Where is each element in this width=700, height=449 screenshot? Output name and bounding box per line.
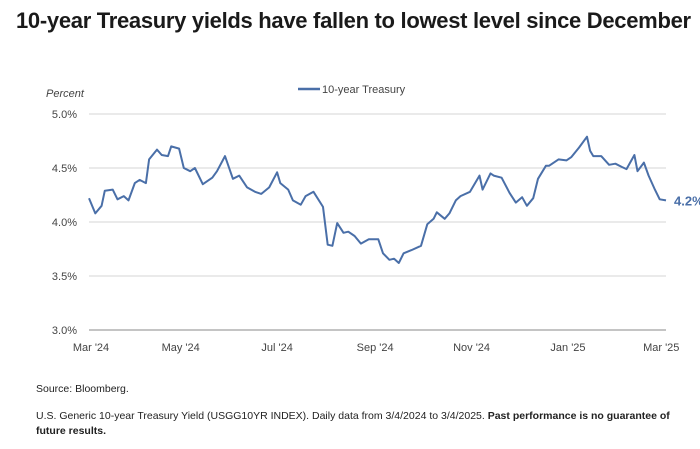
x-tick-label: Mar '25: [643, 342, 679, 354]
y-axis: 3.0% 3.5% 4.0% 4.5% 5.0%: [52, 109, 77, 337]
x-tick-label: Sep '24: [357, 342, 394, 354]
x-tick-label: May '24: [162, 342, 200, 354]
disclaimer: Past performance is no guarantee of futu…: [36, 410, 670, 437]
x-axis: Mar '24 May '24 Jul '24 Sep '24 Nov '24 Jan '…: [73, 342, 680, 354]
data-note: U.S. Generic 10-year Treasury Yield (USG…: [36, 409, 681, 439]
source-note: Source: Bloomberg.: [36, 383, 129, 395]
y-tick-label: 4.0%: [52, 217, 77, 229]
chart-title: 10-year Treasury yields have fallen to l…: [16, 8, 691, 33]
legend: 10-year Treasury: [298, 84, 406, 96]
x-tick-label: Nov '24: [453, 342, 490, 354]
legend-label: 10-year Treasury: [322, 84, 406, 96]
y-tick-label: 5.0%: [52, 109, 77, 121]
y-tick-label: 3.0%: [52, 325, 77, 337]
x-tick-label: Mar '24: [73, 342, 109, 354]
series-line-10-year-treasury: [88, 135, 667, 264]
yield-chart: 3.0% 3.5% 4.0% 4.5% 5.0% Mar '24 May '24 Jul '…: [46, 84, 700, 354]
y-axis-label: Percent: [46, 88, 85, 100]
data-note-text: U.S. Generic 10-year Treasury Yield (USG…: [36, 410, 485, 422]
end-value-label: 4.2%: [674, 193, 700, 208]
x-tick-label: Jan '25: [550, 342, 585, 354]
y-tick-label: 4.5%: [52, 163, 77, 175]
x-tick-label: Jul '24: [261, 342, 292, 354]
y-tick-label: 3.5%: [52, 271, 77, 283]
